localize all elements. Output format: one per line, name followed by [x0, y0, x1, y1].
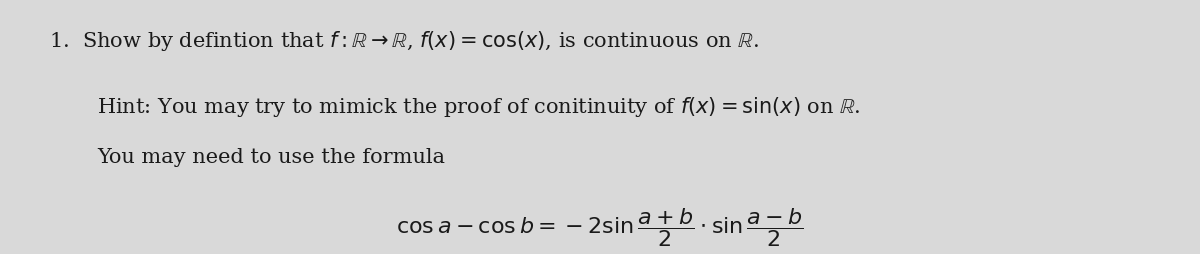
Text: You may need to use the formula: You may need to use the formula [97, 148, 445, 166]
Text: $\cos a - \cos b = -2\sin\dfrac{a+b}{2} \cdot \sin\dfrac{a-b}{2}$: $\cos a - \cos b = -2\sin\dfrac{a+b}{2} … [396, 205, 804, 248]
Text: 1.  Show by defintion that $f: \mathbb{R} \to \mathbb{R}$, $f(x) = \cos(x)$, is : 1. Show by defintion that $f: \mathbb{R}… [49, 29, 760, 53]
Text: Hint: You may try to mimick the proof of conitinuity of $f(x) = \sin(x)$ on $\ma: Hint: You may try to mimick the proof of… [97, 94, 860, 118]
